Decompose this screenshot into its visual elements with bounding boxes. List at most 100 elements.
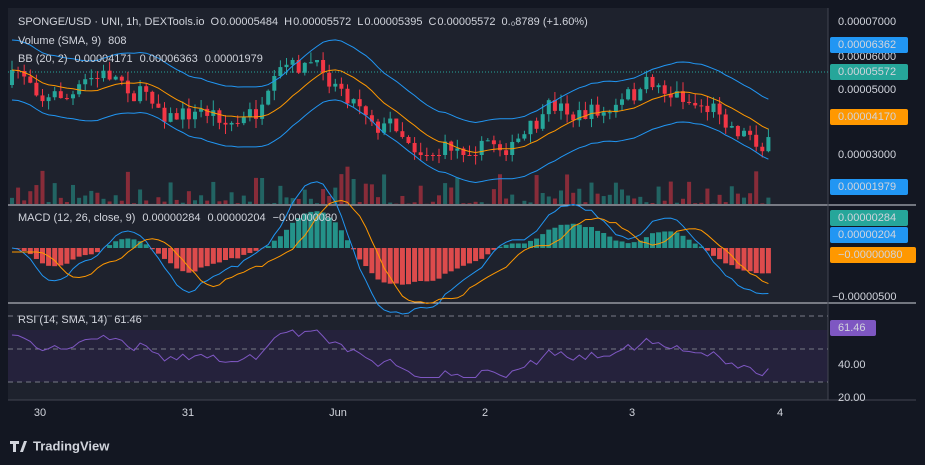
macd-hist: [631, 242, 637, 248]
volume-bar: [656, 186, 661, 204]
volume-bar: [662, 200, 667, 204]
macd-hist: [418, 248, 424, 282]
candle: [199, 108, 204, 112]
macd-hist: [717, 248, 723, 260]
macd-hist: [345, 240, 350, 248]
candle: [742, 130, 746, 137]
macd-hist: [540, 234, 546, 248]
macd-hist: [521, 243, 527, 248]
rsi-tick: 40.00: [838, 359, 866, 371]
volume-bar: [144, 200, 149, 204]
candle: [71, 94, 75, 99]
candle: [766, 137, 771, 152]
rsi-badge: [830, 320, 876, 336]
candle: [241, 117, 246, 124]
price-badge: [830, 227, 908, 243]
volume-bar: [754, 171, 759, 204]
macd-hist: [607, 236, 613, 248]
volume-bar: [156, 197, 161, 204]
badge-text: 0.00000204: [838, 229, 896, 241]
macd-hist: [473, 248, 479, 262]
header-text: 0.00005395: [364, 16, 422, 28]
macd-hist: [375, 248, 381, 280]
candle: [613, 104, 618, 113]
volume-bar: [534, 175, 539, 204]
volume-bar: [674, 202, 679, 204]
header-text: L: [357, 16, 363, 28]
macd-hist: [216, 248, 222, 263]
macd-hist: [27, 248, 33, 255]
macd-hist: [162, 248, 167, 259]
candle: [577, 110, 582, 121]
volume-bar: [559, 190, 563, 204]
volume-bar: [571, 192, 576, 204]
macd-hist: [241, 248, 247, 255]
header-text: 0.00005484: [220, 16, 278, 28]
volume-bar: [388, 202, 393, 204]
legend-text: MACD (12, 26, close, 9): [18, 212, 135, 224]
header-text: C: [428, 16, 436, 28]
macd-hist: [204, 248, 210, 267]
candle: [461, 148, 466, 155]
candle: [186, 108, 191, 120]
price-badge: [830, 210, 908, 226]
header-text: H: [284, 16, 292, 28]
price-badge: [830, 64, 908, 80]
candle: [705, 105, 710, 113]
macd-hist: [753, 248, 759, 274]
macd-hist: [515, 243, 521, 248]
macd-hist: [656, 232, 662, 248]
macd-hist: [412, 248, 418, 282]
candle: [540, 114, 545, 129]
badge-text: 0.00005572: [838, 66, 896, 78]
time-tick: Jun: [329, 407, 347, 419]
macd-hist: [393, 248, 399, 284]
price-badge: [830, 37, 908, 53]
macd-hist: [528, 240, 533, 248]
volume-bar: [461, 203, 466, 204]
macd-hist: [235, 248, 241, 259]
macd-hist: [210, 248, 216, 264]
candle: [10, 70, 14, 85]
volume-bar: [650, 203, 655, 204]
volume-bar: [308, 198, 313, 204]
macd-hist: [198, 248, 204, 268]
volume-bar: [595, 193, 600, 204]
volume-bar: [766, 197, 771, 204]
rsi-line: [11, 329, 769, 379]
badge-text: 0.00001979: [838, 181, 896, 193]
macd-hist: [265, 246, 271, 248]
macd-hist: [595, 230, 601, 248]
macd-hist: [76, 248, 82, 257]
macd-hist: [302, 213, 308, 248]
volume-bar: [376, 197, 380, 204]
candle: [412, 142, 417, 153]
candle: [565, 103, 570, 115]
macd-hist: [497, 246, 503, 248]
macd-hist: [570, 223, 576, 248]
volume-bar: [705, 188, 710, 204]
macd-hist: [40, 248, 45, 264]
candle: [162, 107, 167, 122]
macd-hist: [552, 227, 558, 248]
candle: [193, 111, 197, 120]
header-text: 0.00005572: [293, 16, 351, 28]
header-text: SPONGE/USD · UNI, 1h, DEXTools.io: [18, 16, 204, 28]
legend-text: −0.00000080: [273, 212, 338, 224]
signal-line: [12, 200, 769, 304]
macd-hist: [625, 243, 631, 248]
candle: [308, 62, 313, 64]
candle: [333, 83, 338, 87]
price-tick: 0.00005000: [838, 84, 896, 96]
time-tick: 2: [482, 407, 488, 419]
candle: [571, 114, 576, 121]
candle: [406, 136, 411, 143]
candle: [223, 122, 228, 125]
macd-hist: [326, 217, 332, 248]
macd-hist: [88, 248, 94, 255]
macd-hist: [21, 248, 27, 251]
macd-hist: [143, 244, 149, 248]
macd-hist: [546, 229, 552, 248]
candle: [345, 88, 350, 104]
bb-lower: [11, 99, 769, 184]
